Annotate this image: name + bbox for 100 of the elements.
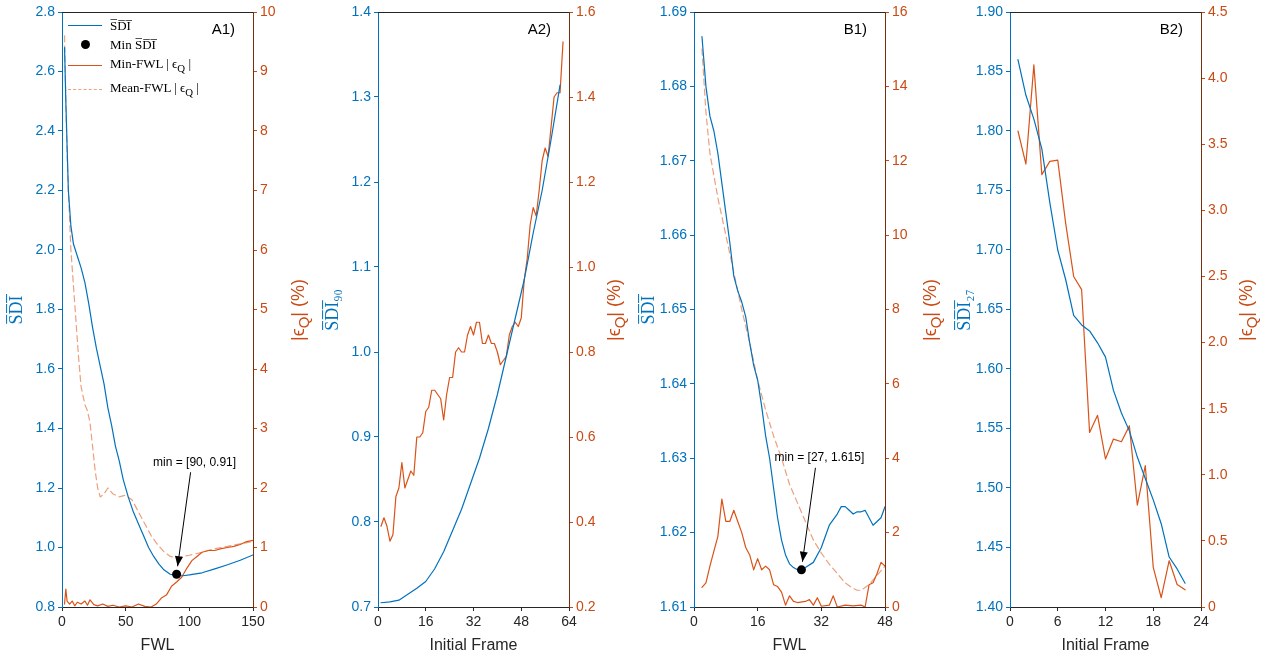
y-tick-label: 1.62 — [659, 523, 688, 540]
y-tick-label: 1.75 — [975, 181, 1004, 198]
y2-tick-label: 10 — [892, 225, 908, 242]
y-tick-label: 1.85 — [975, 62, 1004, 79]
y-tick-label: 0.8 — [351, 512, 372, 529]
y2-tick-label: 0.6 — [576, 427, 596, 444]
y2-tick-label: 2.0 — [1208, 333, 1228, 350]
y-tick-label: 1.0 — [351, 342, 372, 359]
y2-tick-label: 2.5 — [1208, 267, 1228, 284]
y-tick-label: 2.6 — [35, 62, 56, 79]
y2-tick-label: 1.0 — [1208, 465, 1228, 482]
y-tick-label: 2.0 — [35, 240, 56, 257]
x-axis-title: FWL — [140, 635, 175, 653]
y2-tick-label: 0.5 — [1208, 531, 1228, 548]
x-tick-label: 0 — [58, 613, 67, 630]
y-tick-label: 1.90 — [975, 2, 1004, 19]
y-tick-label: 1.69 — [659, 2, 688, 19]
y2-tick-label: 1.0 — [576, 257, 596, 274]
y2-tick-label: 10 — [260, 2, 276, 19]
y2-tick-label: 4 — [892, 449, 900, 466]
y-tick-label: 1.40 — [975, 597, 1004, 614]
y-axis-title: S̅D̅I̅₉₀ — [321, 288, 343, 331]
x-tick-label: 150 — [241, 613, 265, 630]
y-tick-label: 2.2 — [35, 181, 56, 198]
y2-tick-label: 1.5 — [1208, 399, 1228, 416]
y-tick-label: 1.50 — [975, 478, 1004, 495]
y-tick-label: 1.3 — [351, 87, 372, 104]
y-tick-label: 1.65 — [659, 300, 688, 317]
y2-tick-label: 12 — [892, 151, 908, 168]
x-tick-label: 16 — [749, 613, 766, 630]
x-tick-label: 6 — [1053, 613, 1062, 630]
y-tick-label: 1.67 — [659, 151, 688, 168]
y2-tick-label: 3.0 — [1208, 201, 1228, 218]
y2-tick-label: 0.4 — [576, 512, 596, 529]
y2-tick-label: 9 — [260, 62, 268, 79]
y-tick-label: 1.64 — [659, 374, 688, 391]
x-axis-title: FWL — [772, 635, 807, 653]
y-tick-label: 1.80 — [975, 121, 1004, 138]
y2-tick-label: 0.8 — [576, 342, 596, 359]
x-tick-label: 18 — [1145, 613, 1162, 630]
y2-tick-label: 1.2 — [576, 172, 596, 189]
y2-tick-label: 0.2 — [576, 597, 596, 614]
y-tick-label: 1.60 — [975, 359, 1004, 376]
x-tick-label: 48 — [877, 613, 893, 630]
y-tick-label: 2.8 — [35, 2, 56, 19]
annotation: min = [90, 0.91] — [153, 454, 237, 469]
y2-tick-label: 1.4 — [576, 87, 596, 104]
x-tick-label: 12 — [1097, 613, 1114, 630]
y2-tick-label: 8 — [260, 121, 268, 138]
legend-label: Min S̅D̅I̅ — [110, 36, 156, 54]
y2-tick-label: 5 — [260, 300, 268, 317]
legend-label: S̅D̅I̅ — [110, 17, 131, 35]
y-tick-label: 1.70 — [975, 240, 1004, 257]
y2-tick-label: 7 — [260, 181, 268, 198]
y-tick-label: 1.65 — [975, 300, 1004, 317]
y2-tick-label: 0 — [892, 597, 900, 614]
y-axis-title: S̅D̅I̅ — [637, 294, 659, 325]
y2-tick-label: 3.5 — [1208, 135, 1228, 152]
x-tick-label: 32 — [465, 613, 482, 630]
y2-tick-label: 1 — [260, 538, 268, 555]
x-axis-title: Initial Frame — [429, 635, 518, 653]
y-tick-label: 1.1 — [351, 257, 372, 274]
y2-tick-label: 4.5 — [1208, 2, 1228, 19]
y2-tick-label: 6 — [892, 374, 900, 391]
y-tick-label: 1.61 — [659, 597, 688, 614]
y2-tick-label: 3 — [260, 419, 268, 436]
y-tick-label: 1.4 — [35, 419, 56, 436]
x-tick-label: 0 — [374, 613, 383, 630]
y2-tick-label: 2 — [892, 523, 900, 540]
y-tick-label: 1.66 — [659, 225, 688, 242]
y2-tick-label: 0 — [260, 597, 268, 614]
y-tick-label: 1.2 — [35, 478, 56, 495]
x-tick-label: 16 — [417, 613, 434, 630]
y2-tick-label: 16 — [892, 2, 908, 19]
x-axis-title: Initial Frame — [1061, 635, 1150, 653]
x-tick-label: 32 — [813, 613, 830, 630]
y-tick-label: 1.2 — [351, 172, 372, 189]
y-axis-title: S̅D̅I̅ — [5, 294, 27, 325]
y2-tick-label: 14 — [892, 77, 908, 94]
y2-tick-label: 8 — [892, 300, 900, 317]
y-tick-label: 0.7 — [351, 597, 372, 614]
y2-tick-label: 4.0 — [1208, 68, 1228, 85]
x-tick-label: 100 — [177, 613, 202, 630]
annotation: B2) — [1159, 20, 1183, 38]
legend-label: Min-FWL | ϵ$_{Q}$ | — [110, 55, 192, 76]
y-tick-label: 1.4 — [351, 2, 372, 19]
y-tick-label: 1.68 — [659, 77, 688, 94]
y2-tick-label: 1.6 — [576, 2, 596, 19]
y-tick-label: 1.55 — [975, 419, 1004, 436]
annotation: A2) — [527, 20, 551, 38]
x-tick-label: 48 — [513, 613, 530, 630]
y-tick-label: 2.4 — [35, 121, 56, 138]
annotation: A1) — [211, 20, 235, 38]
y2-tick-label: 0 — [1208, 597, 1216, 614]
y-tick-label: 1.45 — [975, 538, 1004, 555]
y-tick-label: 1.0 — [35, 538, 56, 555]
y-tick-label: 0.8 — [35, 597, 56, 614]
x-tick-label: 64 — [561, 613, 577, 630]
y-tick-label: 1.6 — [35, 359, 56, 376]
legend-label: Mean-FWL | ϵ$_{Q}$ | — [110, 78, 199, 100]
